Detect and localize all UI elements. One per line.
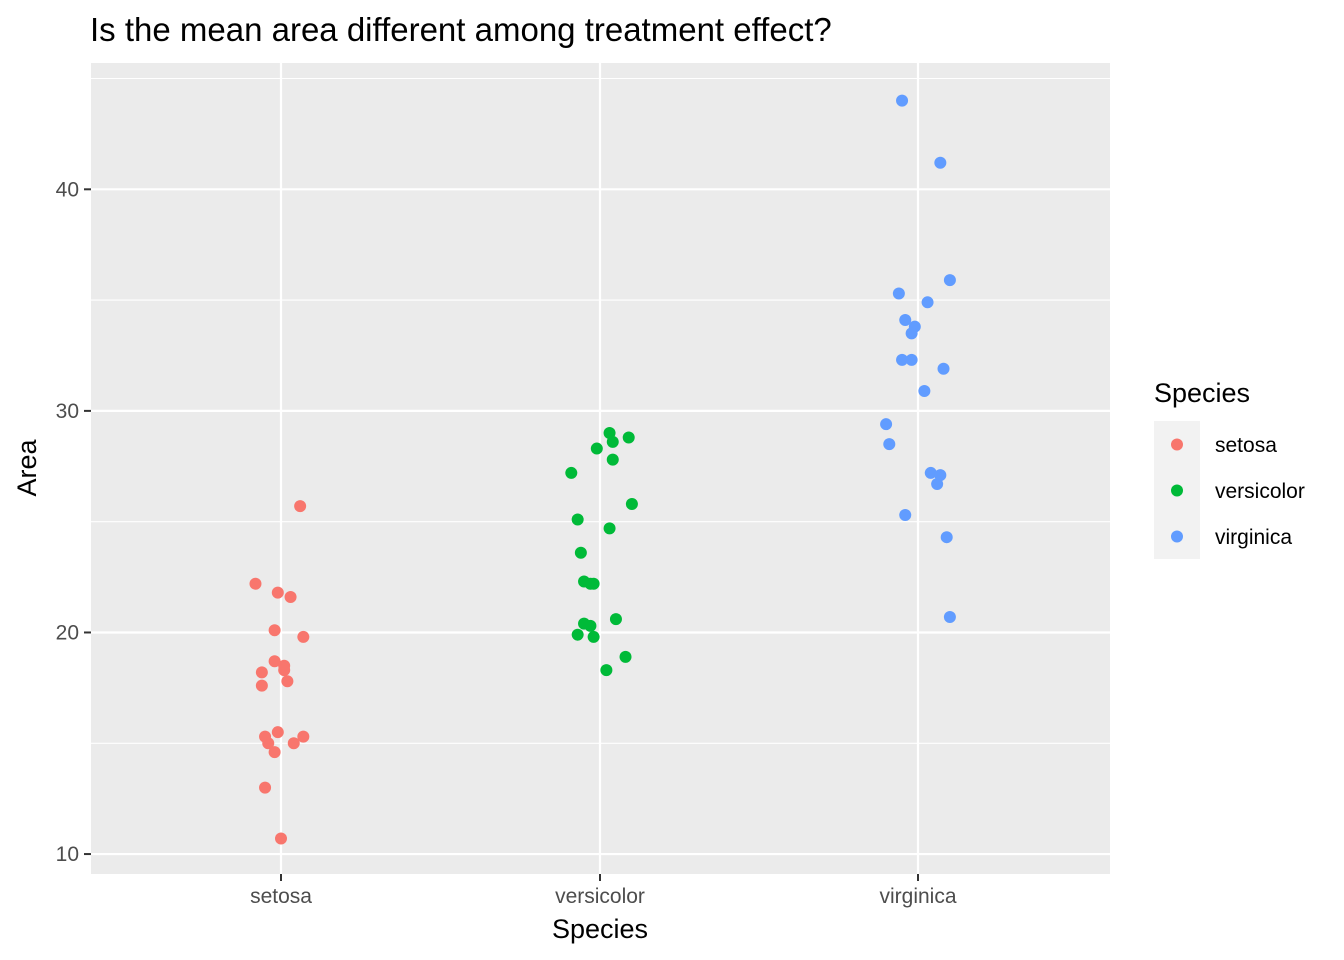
data-point-setosa xyxy=(297,730,310,743)
x-axis-title: Species xyxy=(552,914,648,944)
data-point-setosa xyxy=(281,675,294,688)
data-point-versicolor xyxy=(625,497,638,510)
data-point-setosa xyxy=(294,500,307,513)
data-point-setosa xyxy=(297,630,310,643)
data-point-versicolor xyxy=(622,431,635,444)
data-point-setosa xyxy=(262,737,275,750)
chart-title: Is the mean area different among treatme… xyxy=(90,11,832,48)
data-point-versicolor xyxy=(606,435,619,448)
data-point-versicolor xyxy=(574,546,587,559)
data-point-versicolor xyxy=(619,650,632,663)
data-point-virginica xyxy=(934,156,947,169)
data-point-versicolor xyxy=(603,522,616,535)
data-point-virginica xyxy=(896,353,909,366)
legend-key-virginica xyxy=(1171,530,1183,543)
data-point-versicolor xyxy=(587,577,600,590)
legend: Species setosa versicolor virginica xyxy=(1154,378,1305,559)
data-point-versicolor xyxy=(584,619,597,632)
data-point-virginica xyxy=(943,610,956,623)
data-point-setosa xyxy=(268,624,281,637)
data-point-virginica xyxy=(880,418,893,431)
data-point-versicolor xyxy=(606,453,619,466)
data-point-setosa xyxy=(268,655,281,668)
data-point-virginica xyxy=(899,509,912,522)
data-point-virginica xyxy=(883,438,896,451)
data-point-virginica xyxy=(931,478,944,491)
legend-label-virginica: virginica xyxy=(1215,526,1292,549)
data-point-setosa xyxy=(255,666,268,679)
data-point-setosa xyxy=(255,679,268,692)
y-tick-label: 10 xyxy=(56,843,79,866)
x-tick-label-virginica: virginica xyxy=(879,885,956,908)
y-tick-label: 40 xyxy=(56,178,79,201)
data-point-virginica xyxy=(892,287,905,300)
data-point-versicolor xyxy=(571,513,584,526)
data-point-virginica xyxy=(943,274,956,287)
grid-lines xyxy=(91,63,1110,874)
legend-label-setosa: setosa xyxy=(1215,434,1277,457)
data-point-versicolor xyxy=(571,628,584,641)
data-point-virginica xyxy=(918,384,931,397)
data-point-virginica xyxy=(940,531,953,544)
data-point-versicolor xyxy=(600,664,613,677)
axis-ticks: 10 20 30 40 setosa versicolor virginica xyxy=(56,178,957,908)
data-point-versicolor xyxy=(590,442,603,455)
data-point-virginica xyxy=(905,353,918,366)
data-point-setosa xyxy=(259,781,272,794)
data-point-virginica xyxy=(924,466,937,479)
legend-key-setosa xyxy=(1171,438,1183,451)
data-point-versicolor xyxy=(609,613,622,626)
data-points xyxy=(249,94,956,845)
y-axis-title: Area xyxy=(12,439,42,497)
data-point-virginica xyxy=(905,327,918,340)
y-tick-label: 30 xyxy=(56,400,79,423)
legend-label-versicolor: versicolor xyxy=(1215,480,1305,503)
data-point-setosa xyxy=(271,726,284,739)
data-point-setosa xyxy=(271,586,284,599)
data-point-setosa xyxy=(278,664,291,677)
data-point-versicolor xyxy=(565,466,578,479)
x-tick-label-setosa: setosa xyxy=(250,885,312,908)
data-point-setosa xyxy=(284,591,297,604)
data-point-setosa xyxy=(268,746,281,759)
data-point-versicolor xyxy=(587,630,600,643)
legend-title: Species xyxy=(1154,378,1250,408)
data-point-setosa xyxy=(249,577,262,590)
x-tick-label-versicolor: versicolor xyxy=(555,885,645,908)
data-point-virginica xyxy=(896,94,909,107)
data-point-virginica xyxy=(937,362,950,375)
data-point-setosa xyxy=(275,832,287,845)
y-tick-label: 20 xyxy=(56,621,79,644)
data-point-virginica xyxy=(899,314,912,327)
data-point-virginica xyxy=(921,296,934,309)
legend-key-versicolor xyxy=(1171,484,1183,497)
data-point-setosa xyxy=(287,737,300,750)
